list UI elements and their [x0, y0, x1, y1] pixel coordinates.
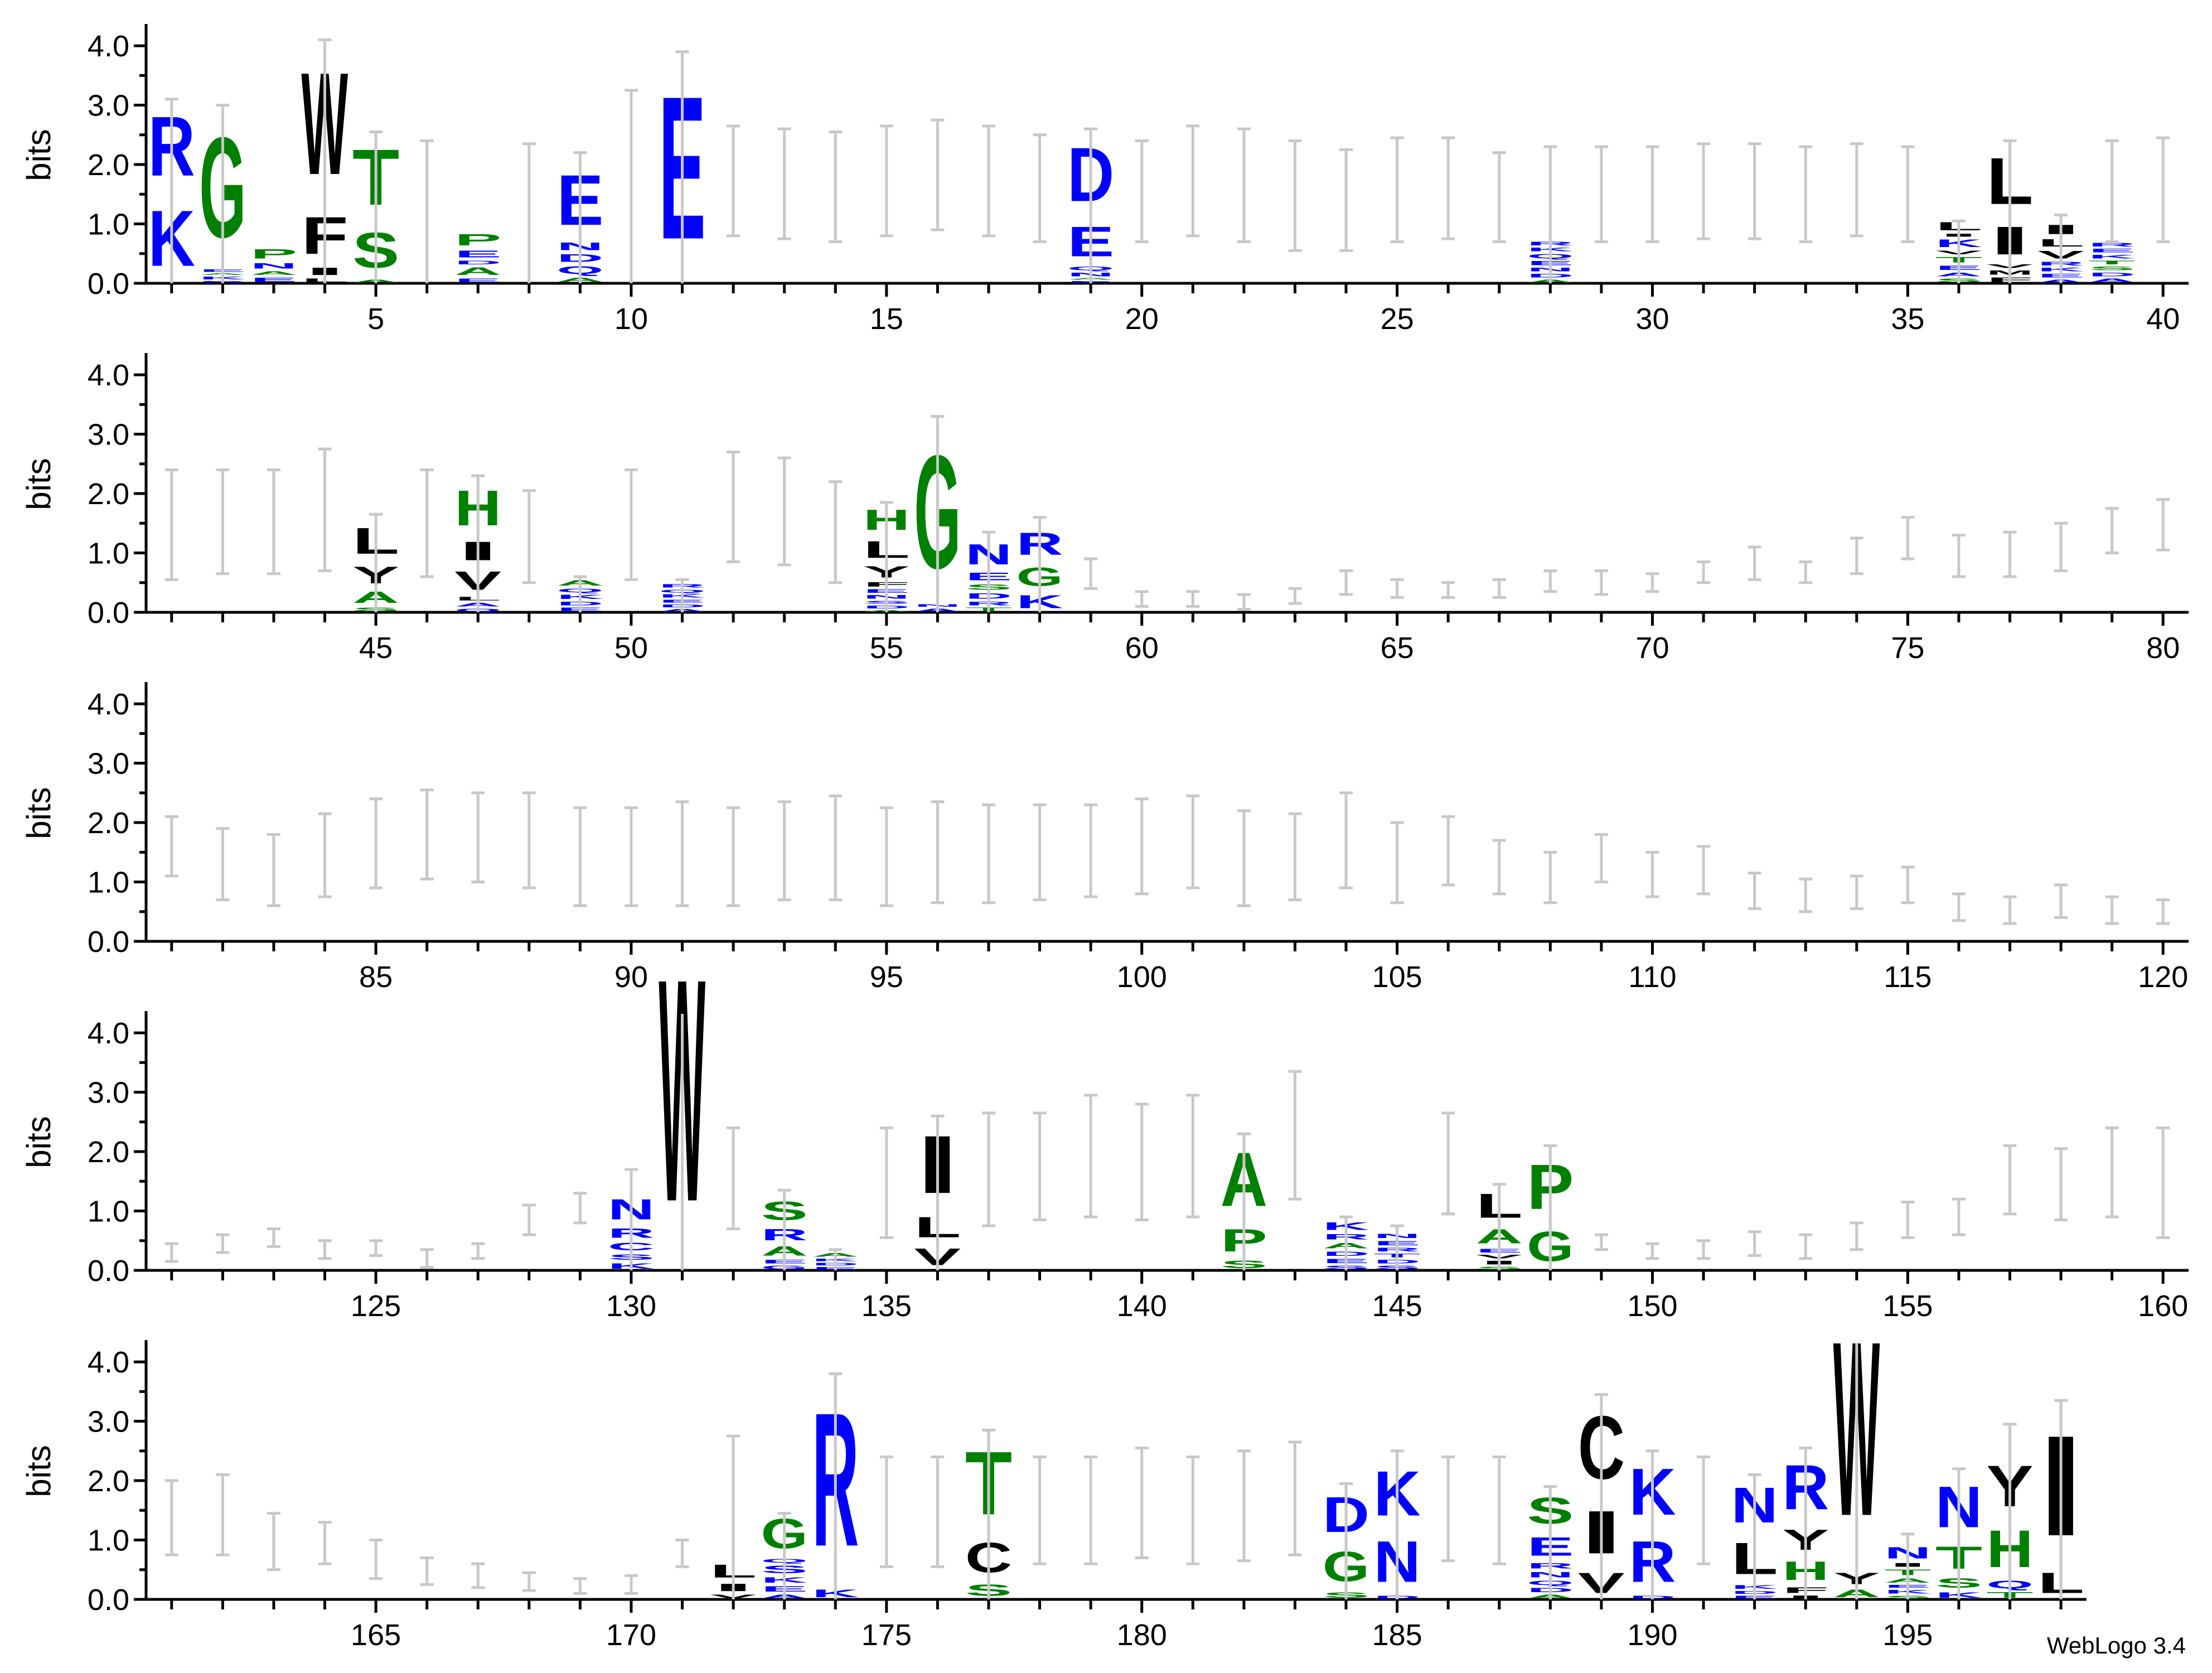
x-tick-label: 175 — [861, 1618, 912, 1652]
logo-letter-R-pos-39: R — [2089, 241, 2136, 248]
x-tick-label: 85 — [359, 960, 393, 994]
y-tick-label: 1.0 — [88, 208, 129, 241]
x-tick-label: 185 — [1372, 1618, 1422, 1652]
y-tick-label: 0.0 — [88, 1254, 129, 1288]
x-tick-label: 50 — [614, 631, 648, 665]
y-tick-label: 2.0 — [88, 806, 129, 840]
y-axis-label: bits — [20, 1445, 57, 1497]
x-tick-label: 60 — [1125, 631, 1159, 665]
y-tick-label: 3.0 — [88, 1076, 129, 1110]
logo-letter-E-pos-39: E — [2089, 248, 2136, 254]
y-tick-label: 1.0 — [88, 1195, 129, 1229]
logo-letter-D-pos-7: D — [454, 259, 501, 265]
y-axis-label: bits — [20, 129, 57, 181]
logo-letter-E-pos-7: E — [454, 277, 501, 283]
y-axis-label: bits — [20, 787, 57, 839]
logo-letter-A-pos-39: A — [2089, 277, 2136, 283]
y-tick-label: 1.0 — [88, 1524, 129, 1558]
y-tick-label: 4.0 — [88, 688, 129, 721]
x-tick-label: 15 — [870, 302, 903, 336]
x-tick-label: 55 — [870, 631, 903, 665]
x-tick-label: 20 — [1125, 302, 1159, 336]
x-tick-label: 120 — [2138, 960, 2188, 994]
credit-label: WebLogo 3.4 — [2047, 1632, 2186, 1659]
y-tick-label: 0.0 — [88, 267, 129, 301]
x-tick-label: 180 — [1117, 1618, 1167, 1652]
x-tick-label: 100 — [1117, 960, 1167, 994]
logo-row-2: 0.01.02.03.04.0bits45SAYLQALVIHEDKQA50AD… — [20, 353, 2189, 665]
x-tick-label: 170 — [606, 1618, 656, 1652]
x-tick-label: 140 — [1117, 1289, 1167, 1323]
logo-row-1: 0.01.02.03.04.0bitsKRRKAEGEANPLIFW5ASTEA… — [20, 24, 2189, 336]
x-tick-label: 130 — [606, 1289, 656, 1323]
y-tick-label: 3.0 — [88, 89, 129, 123]
x-tick-label: 155 — [1882, 1289, 1933, 1323]
x-tick-label: 40 — [2146, 302, 2180, 336]
y-tick-label: 4.0 — [88, 1346, 129, 1379]
x-tick-label: 125 — [351, 1289, 401, 1323]
x-tick-label: 115 — [1884, 960, 1932, 994]
y-tick-label: 1.0 — [88, 537, 129, 570]
y-tick-label: 0.0 — [88, 1583, 129, 1617]
x-tick-label: 110 — [1628, 960, 1676, 994]
y-tick-label: 2.0 — [88, 1135, 129, 1169]
y-tick-label: 2.0 — [88, 1464, 129, 1498]
y-tick-label: 4.0 — [88, 359, 129, 392]
y-tick-label: 3.0 — [88, 747, 129, 781]
logo-letter-A-pos-3: A — [250, 270, 297, 277]
y-axis-label: bits — [20, 1116, 57, 1168]
logo-letter-E-pos-7: E — [454, 249, 501, 259]
x-tick-label: 80 — [2146, 631, 2180, 665]
logo-letter-E-pos-3: E — [250, 276, 297, 283]
logo-letter-P-pos-7: P — [454, 231, 501, 249]
y-axis-label: bits — [20, 458, 57, 510]
x-tick-label: 75 — [1891, 631, 1924, 665]
x-tick-label: 160 — [2138, 1289, 2188, 1323]
y-tick-label: 1.0 — [88, 866, 129, 900]
x-tick-label: 150 — [1627, 1289, 1677, 1323]
x-tick-label: 190 — [1627, 1618, 1677, 1652]
y-tick-label: 4.0 — [88, 30, 129, 63]
logo-letter-D-pos-39: D — [2089, 272, 2136, 278]
y-tick-label: 4.0 — [88, 1017, 129, 1050]
logo-letter-T-pos-39: T — [2089, 259, 2136, 265]
logo-letter-S-pos-39: S — [2089, 265, 2136, 272]
x-tick-label: 25 — [1381, 302, 1414, 336]
x-tick-label: 90 — [614, 960, 648, 994]
x-tick-label: 145 — [1372, 1289, 1422, 1323]
x-tick-label: 105 — [1372, 960, 1422, 994]
logo-letter-N-pos-3: N — [250, 262, 297, 270]
x-tick-label: 5 — [367, 302, 384, 336]
x-tick-label: 165 — [351, 1618, 401, 1652]
y-tick-label: 2.0 — [88, 148, 129, 182]
x-tick-label: 30 — [1635, 302, 1669, 336]
logo-letter-K-pos-39: K — [2089, 254, 2136, 260]
y-tick-label: 3.0 — [88, 418, 129, 452]
x-tick-label: 95 — [870, 960, 903, 994]
x-tick-label: 70 — [1635, 631, 1669, 665]
logo-row-3: 0.0 1.0 2.0 3.0 4.0 bits 85 90 95 100 105 110 115 120 — [20, 682, 2189, 994]
x-tick-label: 45 — [359, 631, 393, 665]
x-tick-label: 135 — [861, 1289, 912, 1323]
logo-letter-P-pos-3: P — [250, 246, 297, 261]
y-tick-label: 0.0 — [88, 925, 129, 959]
y-tick-label: 0.0 — [88, 596, 129, 630]
x-tick-label: 10 — [614, 302, 648, 336]
x-tick-label: 195 — [1882, 1618, 1933, 1652]
logo-letter-A-pos-7: A — [454, 265, 501, 277]
x-tick-label: 35 — [1891, 302, 1924, 336]
y-tick-label: 2.0 — [88, 477, 129, 511]
y-tick-label: 3.0 — [88, 1405, 129, 1439]
x-tick-label: 65 — [1381, 631, 1414, 665]
